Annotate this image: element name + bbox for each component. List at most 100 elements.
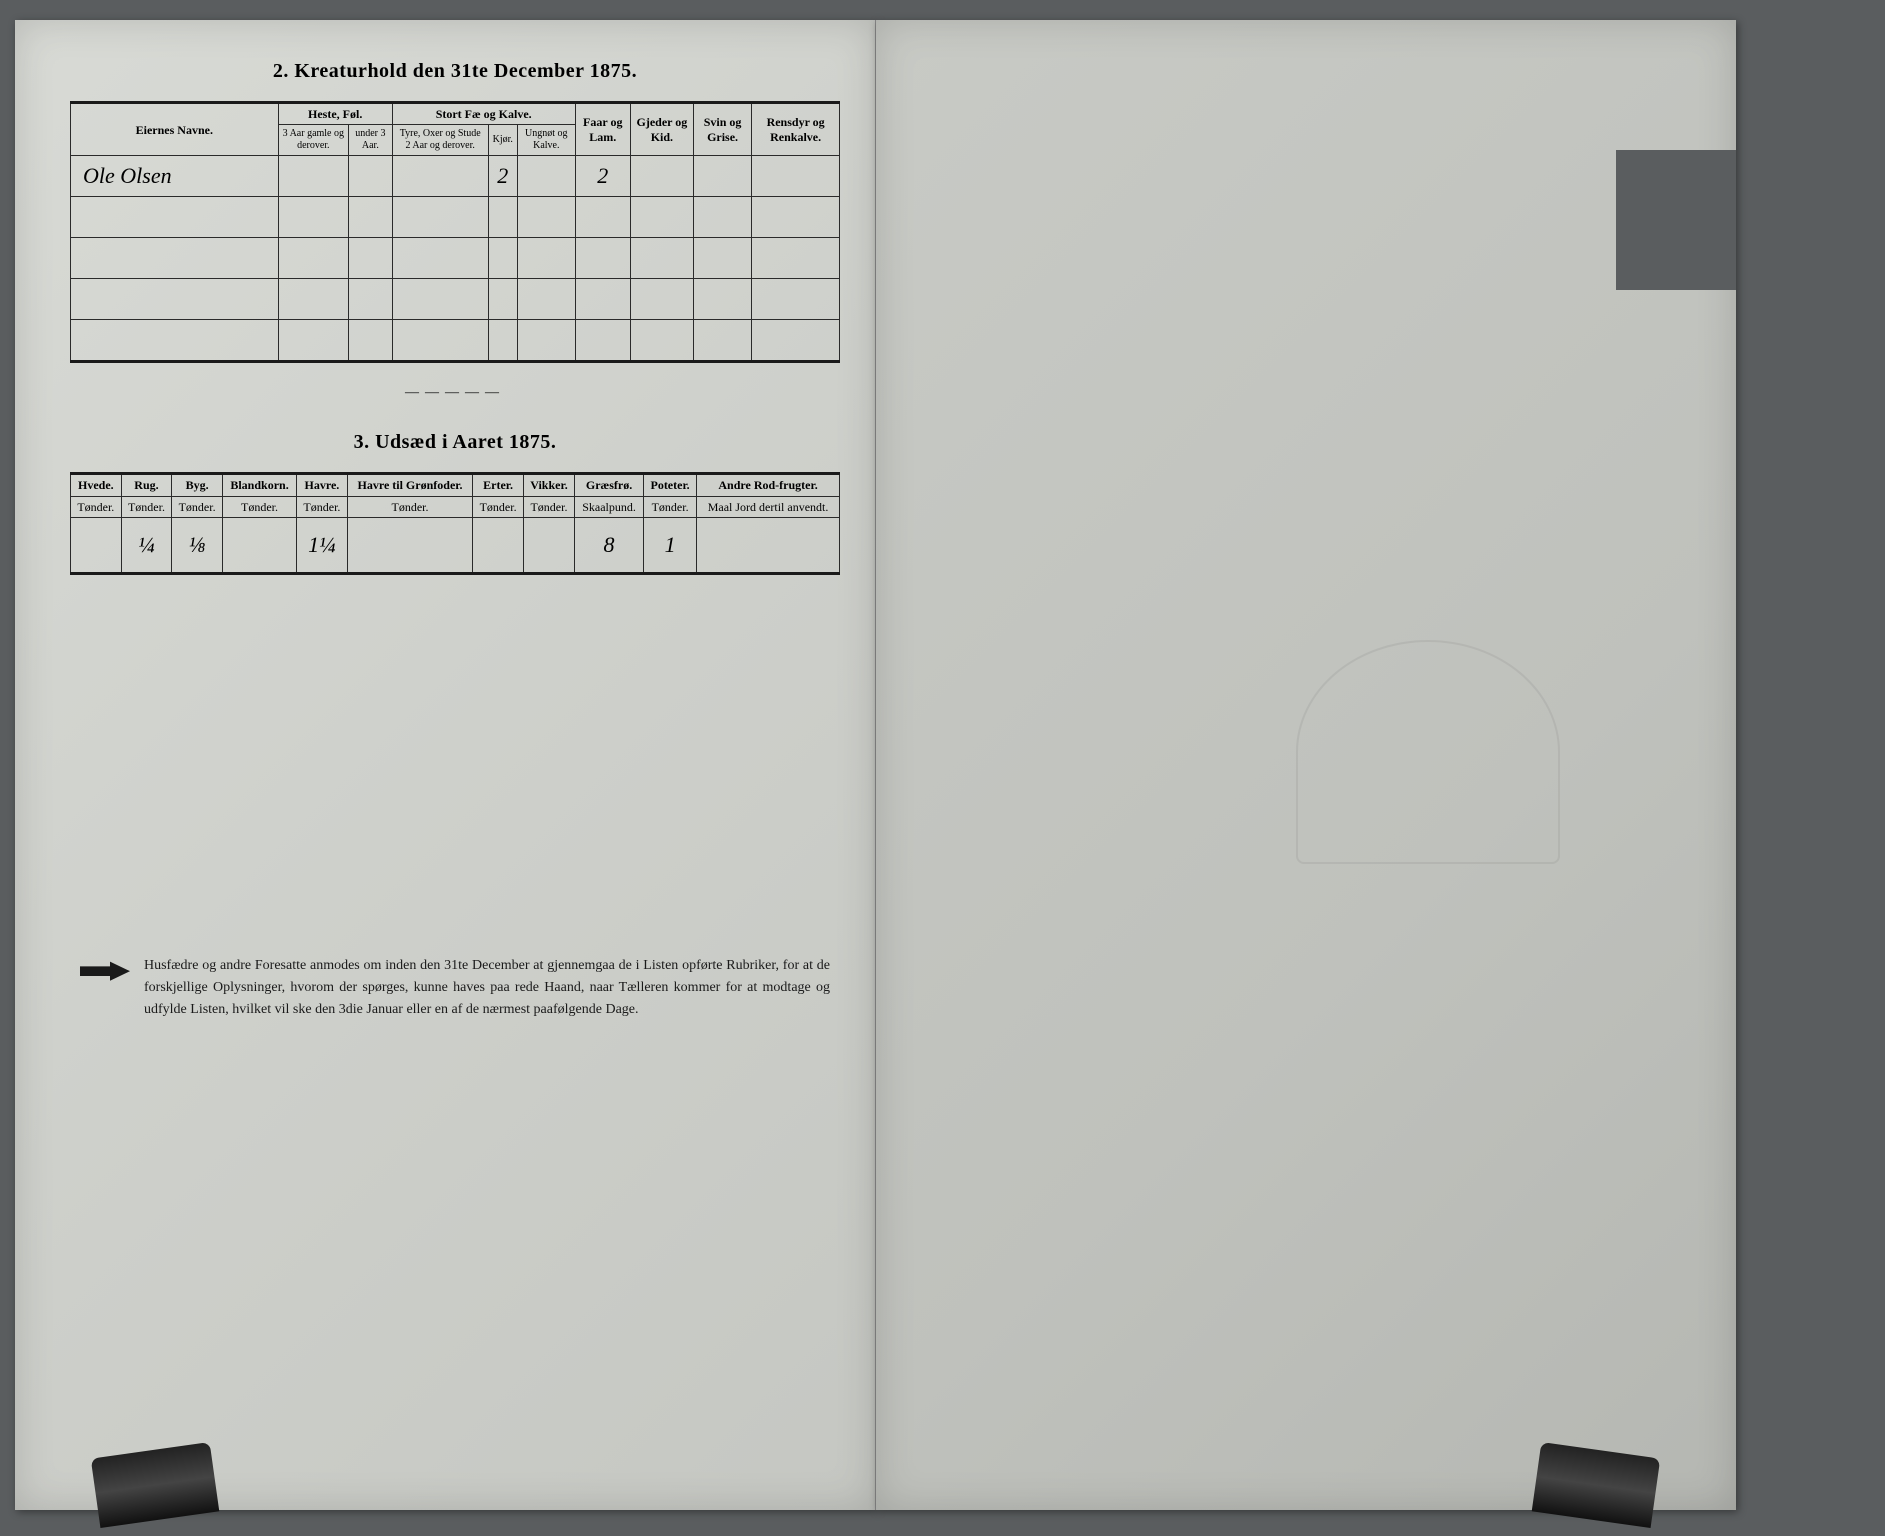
section2-title: 2. Kreaturhold den 31te December 1875. <box>70 60 840 83</box>
cell <box>630 156 693 197</box>
col-unit: Tønder. <box>347 496 473 517</box>
cell <box>71 320 279 362</box>
col-unit: Tønder. <box>473 496 524 517</box>
cell <box>630 320 693 362</box>
col-header: Byg. <box>172 474 223 496</box>
cell <box>697 518 840 574</box>
cell <box>349 156 393 197</box>
col-heste-sub1: 3 Aar gamle og derover. <box>278 125 348 156</box>
col-unit: Tønder. <box>297 496 348 517</box>
col-header: Hvede. <box>71 474 122 496</box>
cell: 1 <box>644 518 697 574</box>
col-unit: Skaalpund. <box>575 496 644 517</box>
col-header: Græsfrø. <box>575 474 644 496</box>
col-gjeder: Gjeder og Kid. <box>630 103 693 156</box>
binder-clip-left <box>91 1442 220 1528</box>
col-stort-sub3: Ungnøt og Kalve. <box>517 125 575 156</box>
table-row <box>71 238 840 279</box>
cell <box>347 518 473 574</box>
left-page: 2. Kreaturhold den 31te December 1875. E… <box>15 20 876 1510</box>
cell <box>488 197 517 238</box>
right-page <box>876 20 1736 1510</box>
cell: 2 <box>575 156 630 197</box>
cell <box>517 156 575 197</box>
cell <box>575 279 630 320</box>
cell <box>392 156 488 197</box>
cell <box>488 238 517 279</box>
cell <box>278 279 348 320</box>
col-stort-sub1: Tyre, Oxer og Stude 2 Aar og derover. <box>392 125 488 156</box>
cell <box>517 320 575 362</box>
cell: 1¼ <box>297 518 348 574</box>
cell <box>278 320 348 362</box>
col-unit: Tønder. <box>644 496 697 517</box>
cell <box>523 518 574 574</box>
cell <box>693 320 751 362</box>
watermark <box>1296 640 1560 864</box>
col-header: Poteter. <box>644 474 697 496</box>
col-header: Havre til Grønfoder. <box>347 474 473 496</box>
col-heste: Heste, Føl. <box>278 103 392 125</box>
cell <box>693 156 751 197</box>
cell <box>693 197 751 238</box>
cell <box>752 279 840 320</box>
col-header: Vikker. <box>523 474 574 496</box>
cell <box>630 197 693 238</box>
table-row <box>71 279 840 320</box>
col-header: Erter. <box>473 474 524 496</box>
cell: 2 <box>488 156 517 197</box>
cell <box>693 238 751 279</box>
cell <box>278 156 348 197</box>
cell <box>752 320 840 362</box>
col-unit: Tønder. <box>222 496 296 517</box>
divider: ————— <box>70 385 840 401</box>
col-unit: Tønder. <box>71 496 122 517</box>
cell <box>349 279 393 320</box>
cell <box>488 320 517 362</box>
cell <box>349 197 393 238</box>
col-stort-sub2: Kjør. <box>488 125 517 156</box>
col-unit: Tønder. <box>121 496 172 517</box>
col-unit: Maal Jord dertil anvendt. <box>697 496 840 517</box>
col-heste-sub2: under 3 Aar. <box>349 125 393 156</box>
cell <box>349 320 393 362</box>
col-header: Andre Rod-frugter. <box>697 474 840 496</box>
cell <box>278 197 348 238</box>
col-header: Blandkorn. <box>222 474 296 496</box>
pointing-hand-icon <box>80 959 130 983</box>
cell <box>575 320 630 362</box>
col-stort: Stort Fæ og Kalve. <box>392 103 575 125</box>
cell <box>752 156 840 197</box>
col-header: Havre. <box>297 474 348 496</box>
cell <box>71 279 279 320</box>
cell <box>71 518 122 574</box>
cell <box>517 238 575 279</box>
footer-text: Husfædre og andre Foresatte anmodes om i… <box>144 955 830 1020</box>
cell <box>392 238 488 279</box>
col-header: Rug. <box>121 474 172 496</box>
cell <box>392 197 488 238</box>
table-row <box>71 320 840 362</box>
livestock-table: Eiernes Navne. Heste, Føl. Stort Fæ og K… <box>70 101 840 363</box>
cell: 8 <box>575 518 644 574</box>
cell <box>71 238 279 279</box>
cell <box>630 238 693 279</box>
cell: ⅛ <box>172 518 223 574</box>
table-row <box>71 197 840 238</box>
cell <box>392 320 488 362</box>
cell <box>575 197 630 238</box>
cell <box>575 238 630 279</box>
cell <box>517 279 575 320</box>
cell: Ole Olsen <box>71 156 279 197</box>
cell <box>693 279 751 320</box>
col-faar: Faar og Lam. <box>575 103 630 156</box>
cell <box>278 238 348 279</box>
table-row: Ole Olsen 2 2 <box>71 156 840 197</box>
cell <box>473 518 524 574</box>
cell <box>349 238 393 279</box>
cell: ¼ <box>121 518 172 574</box>
cell <box>222 518 296 574</box>
col-unit: Tønder. <box>523 496 574 517</box>
cell <box>630 279 693 320</box>
cell <box>488 279 517 320</box>
